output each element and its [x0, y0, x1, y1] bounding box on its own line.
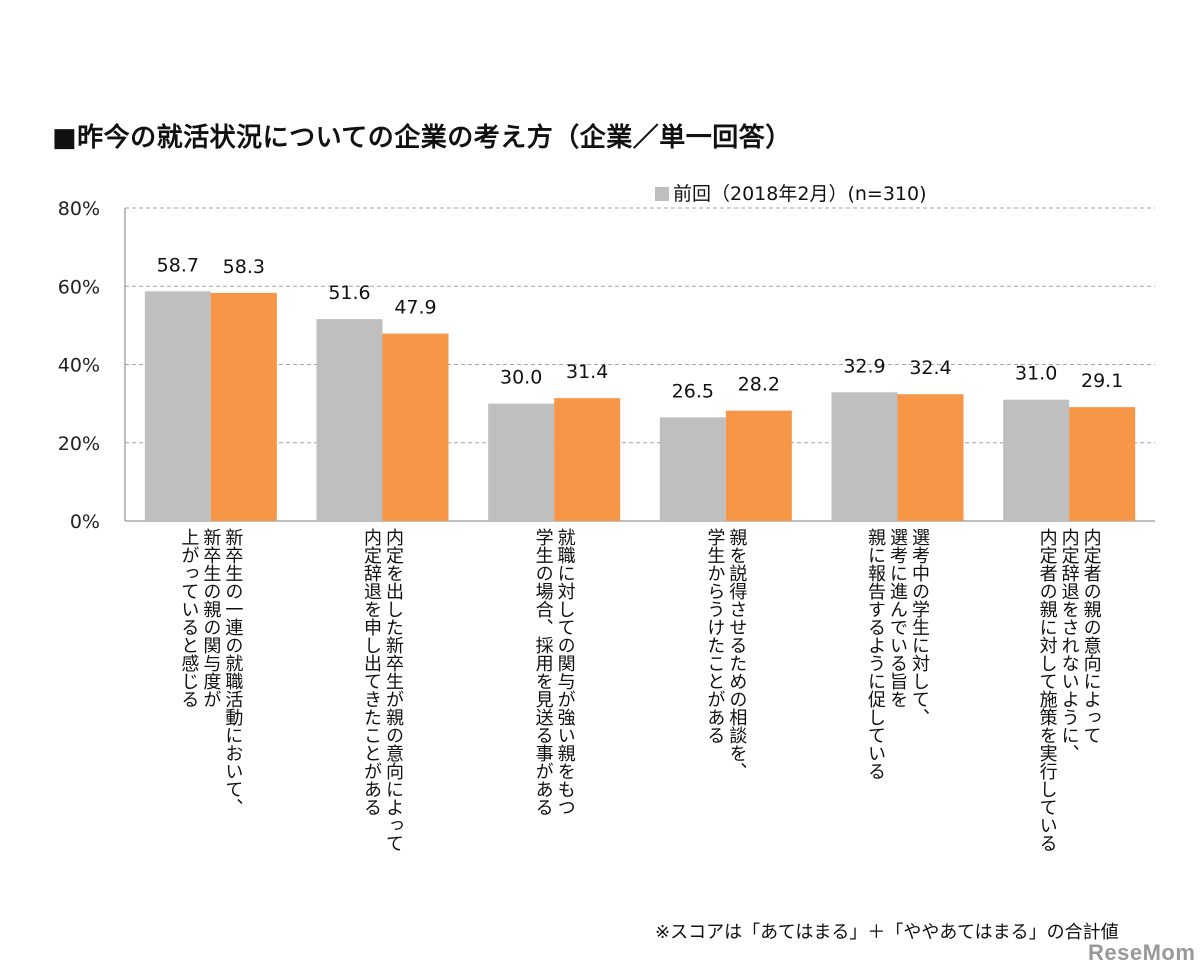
y-tick-label: 40%: [58, 355, 100, 377]
data-label: 31.4: [566, 361, 608, 383]
bar-previous: [659, 417, 726, 521]
legend: 前回（2018年2月）(n=310): [655, 179, 927, 206]
data-label: 58.3: [223, 256, 265, 278]
category-label: 就職に対しての関与が強い親をもつ: [555, 528, 576, 816]
y-tick-label: 60%: [58, 276, 100, 298]
bar-current: [897, 394, 964, 521]
category-label: 選考中の学生に対して、: [909, 528, 930, 726]
data-label: 32.4: [909, 357, 951, 379]
category-label: 親を説得させるための相談を、: [726, 528, 747, 780]
category-label: 学生からうけたことがある: [704, 528, 725, 744]
category-label: 選考に進んでいる旨を: [887, 528, 908, 708]
category-label: 学生の場合、採用を見送る事がある: [533, 528, 554, 816]
bar-current: [725, 410, 792, 521]
y-tick-label: 80%: [58, 198, 100, 220]
data-label: 26.5: [672, 380, 714, 402]
y-tick-label: 20%: [58, 433, 100, 455]
footnote: ※スコアは「あてはまる」＋「ややあてはまる」の合計値: [655, 922, 1119, 943]
data-label: 30.0: [500, 367, 542, 389]
category-label: 内定辞退をされないように、: [1059, 528, 1080, 762]
data-label: 31.0: [1015, 363, 1057, 385]
legend-label-previous: 前回（2018年2月）(n=310): [673, 183, 927, 205]
y-tick-label: 0%: [70, 511, 100, 533]
category-label: 上がっていると感じる: [178, 528, 199, 708]
data-label: 58.7: [157, 254, 199, 276]
bar-current: [210, 292, 277, 521]
category-label: 内定を出した新卒生が親の意向によって: [383, 528, 404, 852]
category-label: 内定者の親の意向によって: [1081, 528, 1102, 744]
resemom-logo: ReseMom: [1088, 940, 1196, 965]
bar-previous: [831, 392, 898, 521]
bar-current: [554, 398, 621, 521]
data-label: 28.2: [738, 374, 780, 396]
data-label: 47.9: [394, 297, 436, 319]
category-label: 新卒生の親の関与度が: [200, 528, 221, 708]
chart-title: ■昨今の就活状況についての企業の考え方（企業／単一回答）: [52, 123, 792, 153]
bar-previous: [488, 403, 555, 521]
category-label: 新卒生の一連の就職活動において、: [222, 528, 243, 816]
legend-swatch-previous: [655, 187, 669, 201]
data-label: 32.9: [843, 355, 885, 377]
category-label: 親に報告するように促している: [865, 528, 886, 780]
data-label: 29.1: [1081, 370, 1123, 392]
category-label: 内定辞退を申し出てきたことがある: [361, 528, 382, 816]
bar-previous: [316, 319, 383, 521]
bar-previous: [1003, 399, 1070, 521]
bar-current: [1069, 407, 1136, 521]
bar-current: [382, 333, 449, 521]
bar-previous: [144, 291, 211, 521]
data-label: 51.6: [328, 282, 370, 304]
category-label: 内定者の親に対して施策を実行している: [1037, 528, 1058, 852]
